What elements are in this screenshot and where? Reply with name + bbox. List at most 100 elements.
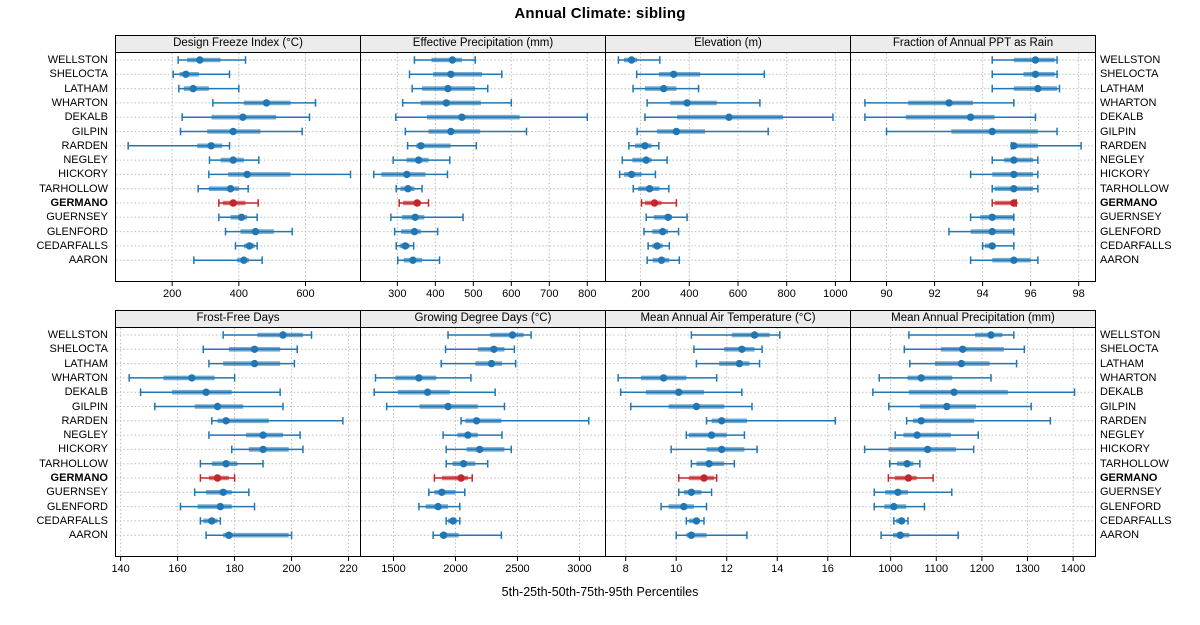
interval-glenford bbox=[873, 502, 926, 511]
site-label-shelocta: SHELOCTA bbox=[49, 343, 108, 356]
panel-strip: Elevation (m) bbox=[605, 35, 851, 53]
tick-label: 94 bbox=[976, 288, 989, 300]
site-label-rarden: RARDEN bbox=[61, 139, 108, 152]
interval-rarden bbox=[406, 142, 478, 150]
site-label-negley: NEGLEY bbox=[1100, 429, 1145, 442]
interval-negley bbox=[685, 431, 746, 439]
tick-label: 220 bbox=[339, 563, 358, 575]
interval-guernsey bbox=[969, 213, 1015, 222]
site-label-dekalb: DEKALB bbox=[1100, 386, 1144, 399]
panel-strip: Growing Degree Days (°C) bbox=[360, 310, 606, 328]
interval-shelocta bbox=[172, 70, 231, 79]
interval-gilpin bbox=[154, 402, 284, 411]
tick-label: 200 bbox=[631, 288, 650, 300]
interval-shelocta bbox=[991, 70, 1058, 79]
interval-wharton bbox=[212, 99, 317, 107]
tick-label: 14 bbox=[771, 563, 784, 575]
interval-guernsey bbox=[677, 488, 713, 497]
site-label-latham: LATHAM bbox=[1100, 357, 1144, 370]
interval-latham bbox=[178, 84, 240, 93]
site-label-germano: GERMANO bbox=[50, 472, 108, 484]
tick-label: 140 bbox=[111, 563, 130, 575]
interval-glenford bbox=[179, 502, 256, 511]
interval-wellston bbox=[222, 331, 313, 339]
interval-rarden bbox=[127, 142, 231, 150]
site-label-wellston: WELLSTON bbox=[47, 54, 108, 66]
site-label-germano: GERMANO bbox=[1100, 197, 1158, 209]
interval-shelocta bbox=[903, 345, 1026, 354]
interval-tarhollow bbox=[197, 184, 249, 193]
site-label-gilpin: GILPIN bbox=[1100, 400, 1137, 413]
tick-label: 2000 bbox=[443, 563, 468, 575]
site-label-tarhollow: TARHOLLOW bbox=[1100, 182, 1169, 195]
site-label-dekalb: DEKALB bbox=[64, 111, 108, 124]
interval-cedarfalls bbox=[647, 242, 671, 250]
tick-label: 160 bbox=[168, 563, 187, 575]
interval-dekalb bbox=[864, 113, 1037, 121]
interval-germano bbox=[199, 474, 236, 482]
interval-tarhollow bbox=[888, 459, 921, 468]
site-label-guernsey: GUERNSEY bbox=[1100, 486, 1162, 499]
site-label-hickory: HICKORY bbox=[1100, 168, 1150, 181]
site-label-glenford: GLENFORD bbox=[46, 500, 108, 513]
plot-area bbox=[115, 52, 361, 286]
site-label-germano: GERMANO bbox=[1100, 472, 1158, 484]
interval-glenford bbox=[393, 227, 439, 236]
interval-latham bbox=[632, 84, 700, 93]
interval-hickory bbox=[445, 445, 513, 454]
interval-hickory bbox=[373, 170, 449, 179]
interval-dekalb bbox=[395, 113, 589, 121]
interval-wellston bbox=[447, 331, 532, 339]
tick-label: 500 bbox=[464, 288, 483, 300]
plot-area bbox=[360, 327, 606, 561]
tick-label: 8 bbox=[622, 563, 629, 575]
interval-wharton bbox=[864, 99, 1015, 107]
interval-hickory bbox=[208, 170, 352, 179]
panel-strip: Mean Annual Precipitation (mm) bbox=[850, 310, 1096, 328]
interval-rarden bbox=[460, 417, 590, 425]
plot-area bbox=[605, 52, 851, 286]
interval-negley bbox=[894, 431, 979, 439]
interval-gilpin bbox=[179, 127, 303, 136]
interval-germano bbox=[677, 474, 718, 482]
interval-rarden bbox=[705, 417, 837, 425]
site-label-aaron: AARON bbox=[68, 529, 108, 542]
tick-label: 3000 bbox=[567, 563, 592, 575]
interval-wharton bbox=[878, 374, 992, 382]
plot-area bbox=[605, 327, 851, 561]
interval-germano bbox=[218, 199, 259, 207]
interval-guernsey bbox=[218, 213, 258, 222]
tick-label: 1000 bbox=[823, 288, 848, 300]
site-label-wellston: WELLSTON bbox=[1100, 329, 1161, 341]
interval-guernsey bbox=[193, 488, 250, 497]
interval-germano bbox=[398, 199, 430, 207]
interval-hickory bbox=[863, 445, 975, 454]
site-label-rarden: RARDEN bbox=[1100, 139, 1147, 152]
tick-label: 800 bbox=[578, 288, 597, 300]
tick-label: 92 bbox=[928, 288, 941, 300]
site-label-hickory: HICKORY bbox=[58, 168, 108, 181]
tick-label: 98 bbox=[1072, 288, 1085, 300]
tick-label: 16 bbox=[821, 563, 834, 575]
interval-dekalb bbox=[644, 113, 834, 121]
interval-shelocta bbox=[408, 70, 503, 79]
panel-strip: Fraction of Annual PPT as Rain bbox=[850, 35, 1096, 53]
tick-label: 10 bbox=[670, 563, 683, 575]
interval-latham bbox=[909, 359, 1018, 368]
site-label-glenford: GLENFORD bbox=[46, 225, 108, 238]
interval-latham bbox=[991, 84, 1061, 93]
interval-wellston bbox=[908, 331, 1015, 339]
interval-hickory bbox=[670, 445, 758, 454]
site-label-guernsey: GUERNSEY bbox=[46, 211, 108, 224]
site-label-latham: LATHAM bbox=[64, 357, 108, 370]
interval-cedarfalls bbox=[893, 517, 909, 525]
site-label-tarhollow: TARHOLLOW bbox=[39, 457, 108, 470]
site-label-hickory: HICKORY bbox=[1100, 443, 1150, 456]
interval-shelocta bbox=[444, 345, 516, 354]
site-label-aaron: AARON bbox=[1100, 529, 1140, 542]
interval-wellston bbox=[690, 331, 781, 339]
site-label-glenford: GLENFORD bbox=[1100, 500, 1162, 513]
tick-label: 700 bbox=[540, 288, 559, 300]
interval-wharton bbox=[617, 374, 718, 382]
